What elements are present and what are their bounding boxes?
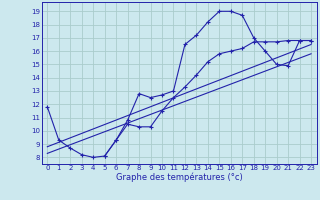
X-axis label: Graphe des températures (°c): Graphe des températures (°c)	[116, 173, 243, 182]
